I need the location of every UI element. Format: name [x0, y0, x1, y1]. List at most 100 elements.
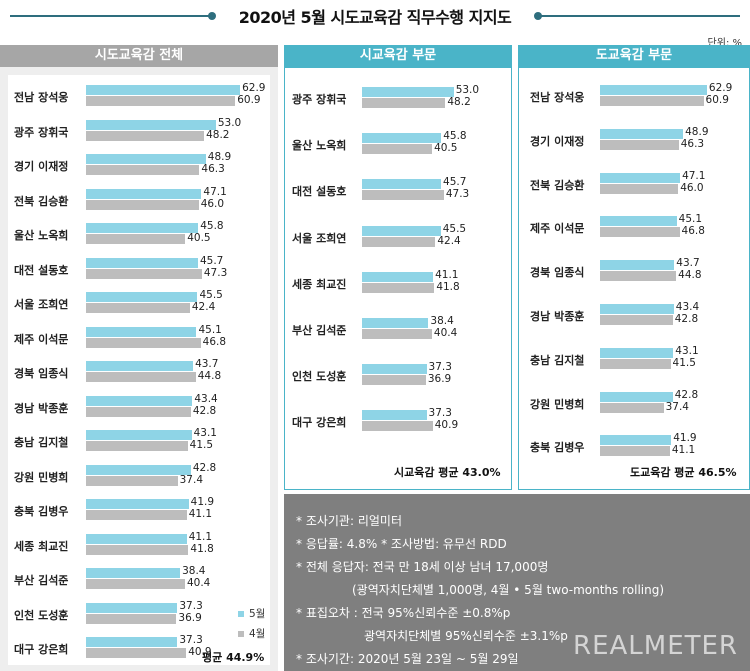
city-category-label: 대구 강은희 — [292, 416, 347, 430]
province-value-april: 41.1 — [671, 444, 696, 457]
province-category-label: 경남 박종훈 — [530, 310, 585, 323]
legend-april: 4월 — [238, 626, 265, 641]
province-value-may: 62.9 — [708, 82, 733, 94]
city-bar-april — [362, 190, 444, 201]
overall-value-may: 45.5 — [199, 289, 223, 301]
overall-value-may: 43.1 — [193, 427, 217, 439]
overall-bar-may — [86, 637, 178, 647]
province-value-april: 60.9 — [705, 94, 729, 106]
city-bar-april — [362, 144, 433, 155]
overall-category-label: 세종 최교진 — [14, 539, 69, 553]
overall-bar-april — [86, 475, 178, 486]
city-category-label: 인천 도성훈 — [292, 370, 347, 384]
province-bar-may — [600, 85, 707, 95]
overall-bar-may — [86, 292, 198, 302]
legend-may: 5월 — [238, 606, 265, 621]
overall-value-april: 40.9 — [188, 646, 212, 658]
province-value-may: 42.8 — [674, 388, 699, 401]
overall-value-april: 47.3 — [203, 266, 228, 279]
province-bar-may — [600, 347, 674, 358]
overall-value-may: 48.9 — [207, 151, 232, 163]
note-agency: * 조사기관: 리얼미터 — [296, 514, 402, 528]
province-value-may: 43.7 — [676, 257, 700, 270]
city-value-april: 42.4 — [437, 234, 461, 247]
note-period: * 조사기간: 2020년 5월 23일 ~ 5월 29일 — [296, 652, 519, 666]
overall-bar-may — [86, 430, 192, 440]
province-bar-april — [600, 402, 664, 413]
city-category-label: 부산 김석준 — [292, 324, 347, 337]
city-value-may: 41.1 — [435, 268, 459, 281]
overall-value-april: 41.1 — [188, 508, 213, 520]
overall-category-label: 대구 강은희 — [14, 643, 69, 656]
city-value-april: 36.9 — [427, 373, 452, 386]
city-value-may: 37.3 — [428, 361, 452, 374]
overall-category-label: 제주 이석문 — [14, 332, 69, 346]
overall-bar-april — [86, 441, 188, 451]
province-value-may: 43.4 — [675, 301, 700, 313]
overall-value-may: 38.4 — [182, 565, 206, 577]
overall-value-may: 37.3 — [179, 599, 203, 612]
overall-value-april: 40.5 — [187, 232, 211, 244]
overall-category-label: 충북 김병우 — [14, 505, 69, 518]
overall-bar-april — [86, 199, 199, 210]
unit-label: 단위: % — [707, 38, 742, 49]
city-value-april: 40.4 — [433, 327, 458, 339]
panel-overall: 시도교육감 전체 전남 장석웅 62.9 60.9 광주 장휘국 53.0 48.2 경기 … — [0, 45, 278, 671]
overall-bar-april — [86, 234, 186, 244]
province-value-april: 46.3 — [680, 137, 705, 150]
province-category-label: 강원 민병희 — [530, 397, 585, 411]
province-category-label: 경기 이재정 — [530, 134, 585, 148]
province-category-label: 제주 이석문 — [530, 222, 585, 236]
city-bar-april — [362, 98, 446, 108]
overall-bar-april — [86, 96, 236, 106]
province-bar-april — [600, 358, 671, 369]
panel-province-header: 도교육감 부문 — [518, 45, 750, 67]
overall-value-april: 40.4 — [186, 577, 211, 589]
overall-bar-april — [86, 510, 187, 520]
province-bar-may — [600, 172, 681, 183]
overall-value-april: 41.5 — [189, 439, 214, 451]
overall-value-may: 45.7 — [199, 254, 224, 267]
overall-category-label: 인천 도성훈 — [14, 608, 69, 622]
province-value-april: 46.8 — [681, 225, 705, 238]
province-bar-may — [600, 391, 673, 402]
city-value-may: 53.0 — [455, 84, 480, 96]
city-category-label: 세종 최교진 — [292, 277, 347, 291]
province-value-april: 41.5 — [672, 356, 696, 369]
overall-value-may: 37.3 — [179, 634, 203, 646]
province-category-label: 전북 김승환 — [530, 178, 585, 192]
overall-value-may: 47.1 — [203, 185, 227, 198]
city-bar-may — [362, 318, 429, 328]
province-bar-may — [600, 128, 684, 139]
overall-value-april: 36.9 — [178, 611, 202, 624]
panel-province-average: 도교육감 평균 46.5% — [630, 466, 737, 479]
panel-city-header: 시교육감 부문 — [284, 45, 512, 67]
title-left-line — [10, 15, 210, 17]
city-category-label: 대전 설동호 — [292, 185, 347, 199]
city-bar-may — [362, 225, 441, 236]
city-bar-april — [362, 329, 432, 339]
overall-category-label: 전남 장석웅 — [14, 91, 69, 104]
overall-bar-may — [86, 395, 193, 406]
province-value-april: 46.0 — [680, 181, 704, 194]
panel-overall-average: 평균 44.9% — [202, 651, 265, 664]
province-category-label: 충남 김지철 — [530, 353, 585, 367]
province-value-may: 45.1 — [678, 213, 703, 226]
title-right-line — [540, 15, 740, 17]
overall-bar-may — [86, 154, 206, 164]
city-bar-april — [362, 375, 426, 386]
province-value-may: 41.9 — [673, 432, 697, 445]
survey-notes: * 조사기관: 리얼미터 * 응답률: 4.8% * 조사방법: 유무선 RDD… — [284, 494, 750, 671]
city-value-april: 41.8 — [436, 280, 460, 293]
overall-bar-april — [86, 372, 196, 382]
province-value-april: 44.8 — [678, 269, 702, 282]
province-bar-may — [600, 304, 674, 314]
title-right-dot — [534, 12, 542, 20]
legend-april-swatch — [238, 631, 244, 637]
overall-bar-may — [86, 257, 198, 268]
note-respondents-detail: (광역자치단체별 1,000명, 4월 • 5월 two-months roll… — [352, 583, 665, 597]
overall-category-label: 전북 김승환 — [14, 194, 69, 208]
city-value-may: 45.8 — [443, 130, 467, 143]
title-left-dot — [208, 12, 216, 20]
overall-value-may: 43.4 — [194, 392, 218, 405]
